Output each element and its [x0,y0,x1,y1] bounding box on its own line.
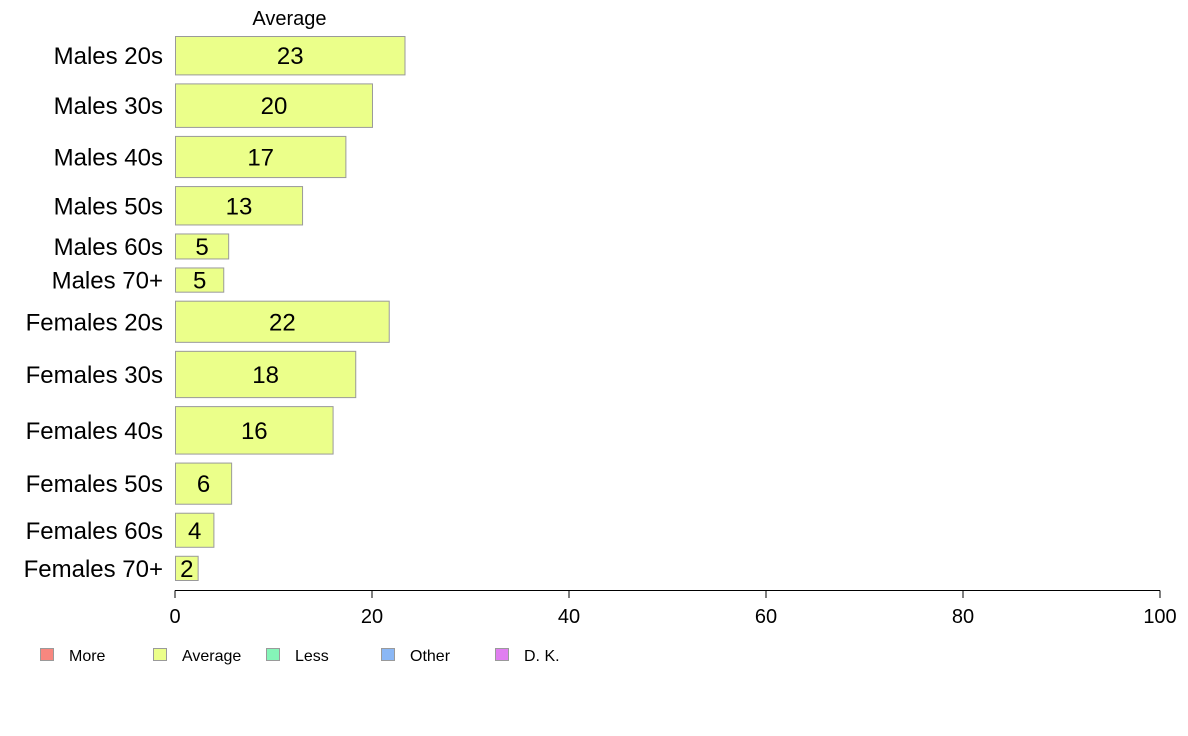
bar-average-10 [175,462,233,505]
legend-label: D. K. [524,648,560,665]
legend-swatch-d-k- [495,648,509,661]
bar-average-3 [175,135,347,179]
legend-label: More [69,648,106,665]
bar-value-label: 5 [193,268,206,295]
bar-average-2 [175,83,373,128]
legend-label: Other [410,648,451,665]
category-label: Females 50s [26,471,163,498]
bar-value-label: 13 [226,193,253,220]
bar-average-12 [175,555,199,581]
panel-header: Average [252,8,326,30]
bar-average-9 [175,406,334,455]
x-tick-label: 100 [1143,606,1176,628]
legend-swatch-average [153,648,167,661]
x-tick-label: 80 [952,606,974,628]
bar-value-label: 18 [252,362,279,389]
category-label: Males 60s [54,234,163,261]
x-tick-label: 40 [558,606,580,628]
category-label: Females 60s [26,518,163,545]
category-label: Males 20s [54,43,163,70]
bar-average-8 [175,350,357,399]
category-label: Males 70+ [52,268,163,295]
category-label: Males 40s [54,144,163,171]
bar-average-4 [175,186,304,226]
bar-value-label: 16 [241,418,268,445]
bar-value-label: 23 [277,43,304,70]
legend-swatch-less [266,648,280,661]
x-tick-label: 20 [361,606,383,628]
category-label: Males 50s [54,193,163,220]
category-label: Females 30s [26,362,163,389]
category-label: Females 40s [26,418,163,445]
legend-swatch-other [381,648,395,661]
category-label: Males 30s [54,93,163,120]
bar-value-label: 5 [195,234,208,261]
legend-swatch-more [40,648,54,661]
bar-value-label: 4 [188,518,201,545]
legend-label: Average [182,648,241,665]
bar-average-7 [175,300,390,343]
x-tick-label: 0 [169,606,180,628]
bar-value-label: 20 [261,93,288,120]
x-tick-label: 60 [755,606,777,628]
x-axis: 0 20 40 60 80 100 [169,590,1177,628]
legend-label: Less [295,648,329,665]
bar-value-label: 17 [247,144,274,171]
bar-average-5 [175,233,230,260]
category-label: Females 70+ [24,556,163,583]
legend: More Average Less Other D. K. [40,648,560,665]
category-label: Females 20s [26,309,163,336]
bar-average-11 [175,512,215,548]
bars-group: 23 Males 20s 20 Males 30s 17 Males 40s 13 Males… [24,36,406,583]
bar-average-1 [175,36,406,76]
bar-value-label: 22 [269,309,296,336]
bar-average-6 [175,267,225,293]
bar-value-label: 6 [197,471,210,498]
bar-value-label: 2 [180,556,193,583]
